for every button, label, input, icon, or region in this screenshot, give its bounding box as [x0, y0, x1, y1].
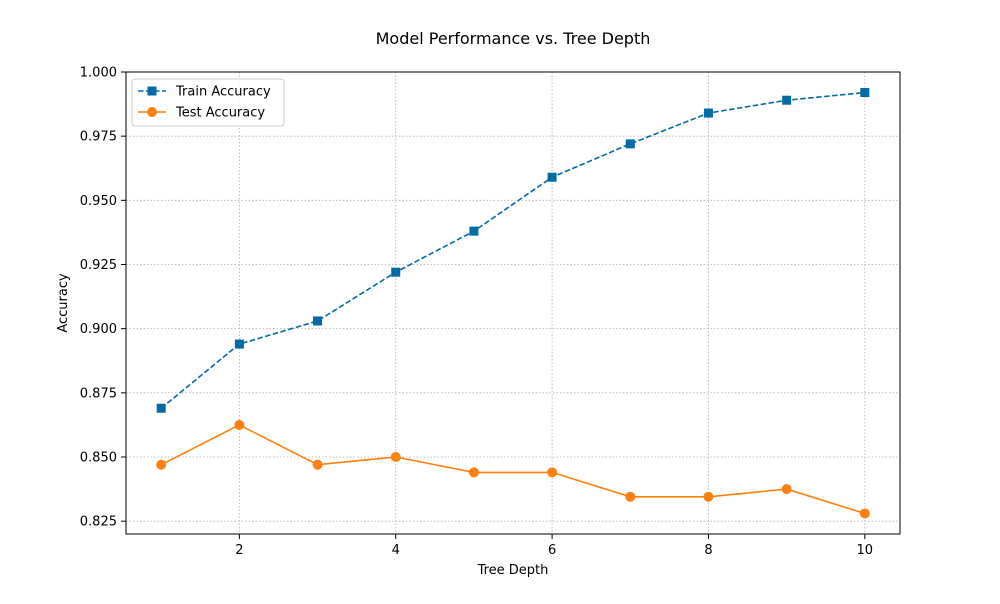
y-tick-label: 0.975 — [80, 130, 117, 145]
train-accuracy-point — [469, 226, 479, 236]
series-layer — [156, 88, 870, 519]
x-tick-label: 8 — [704, 543, 712, 558]
test-accuracy-point — [156, 459, 167, 470]
y-tick-label: 0.875 — [80, 386, 117, 401]
test-accuracy-point — [312, 459, 323, 470]
train-accuracy-point — [547, 172, 557, 182]
y-tick-label: 0.825 — [80, 515, 117, 530]
legend-entries: Train Accuracy Test Accuracy — [138, 85, 271, 121]
train-accuracy-point — [313, 316, 323, 326]
test-accuracy-point — [390, 452, 401, 462]
x-tick-label: 4 — [392, 543, 400, 558]
axis-ticks: 2 4 6 8 10 0.825 0.850 0.875 0.900 0.925 0.950 0.97… — [80, 66, 873, 559]
plot-area-frame — [125, 71, 901, 535]
y-tick-label: 0.950 — [80, 194, 117, 209]
x-tick-label: 2 — [235, 543, 243, 558]
train-accuracy-line — [160, 91, 865, 409]
legend-marker — [147, 107, 157, 117]
grid — [126, 71, 900, 534]
legend: Train Accuracy Test Accuracy — [131, 78, 285, 127]
train-accuracy-point — [234, 339, 244, 349]
chart-title: Model Performance vs. Tree Depth — [376, 29, 651, 48]
test-accuracy-line — [160, 424, 866, 515]
legend-item: Train Accuracy — [138, 85, 271, 100]
test-accuracy-point — [468, 467, 479, 478]
y-tick-label: 0.925 — [80, 258, 117, 273]
train-accuracy-point — [625, 139, 635, 149]
test-accuracy-point — [859, 508, 870, 519]
train-accuracy-series — [156, 88, 870, 413]
y-tick-label: 0.900 — [80, 322, 117, 337]
test-accuracy-series — [156, 419, 870, 519]
legend-frame — [131, 78, 285, 127]
test-accuracy-point — [781, 484, 792, 495]
x-axis-label: Tree Depth — [477, 563, 549, 578]
x-tick-label: 6 — [548, 543, 556, 558]
test-accuracy-point — [547, 467, 558, 478]
x-tick-label: 10 — [857, 543, 874, 558]
train-accuracy-point — [703, 108, 713, 118]
train-accuracy-point — [782, 95, 792, 105]
train-accuracy-point — [860, 88, 870, 98]
test-accuracy-point — [703, 491, 714, 502]
y-tick-label: 0.850 — [80, 451, 117, 466]
train-accuracy-point — [156, 403, 166, 413]
test-accuracy-point — [625, 491, 636, 502]
legend-label: Train Accuracy — [175, 85, 271, 100]
legend-item: Test Accuracy — [138, 106, 265, 121]
legend-marker — [147, 86, 157, 96]
y-tick-label: 1.000 — [80, 66, 117, 81]
legend-label: Test Accuracy — [175, 106, 265, 121]
train-accuracy-point — [391, 267, 401, 277]
y-axis-label: Accuracy — [56, 273, 71, 333]
test-accuracy-point — [234, 419, 245, 430]
